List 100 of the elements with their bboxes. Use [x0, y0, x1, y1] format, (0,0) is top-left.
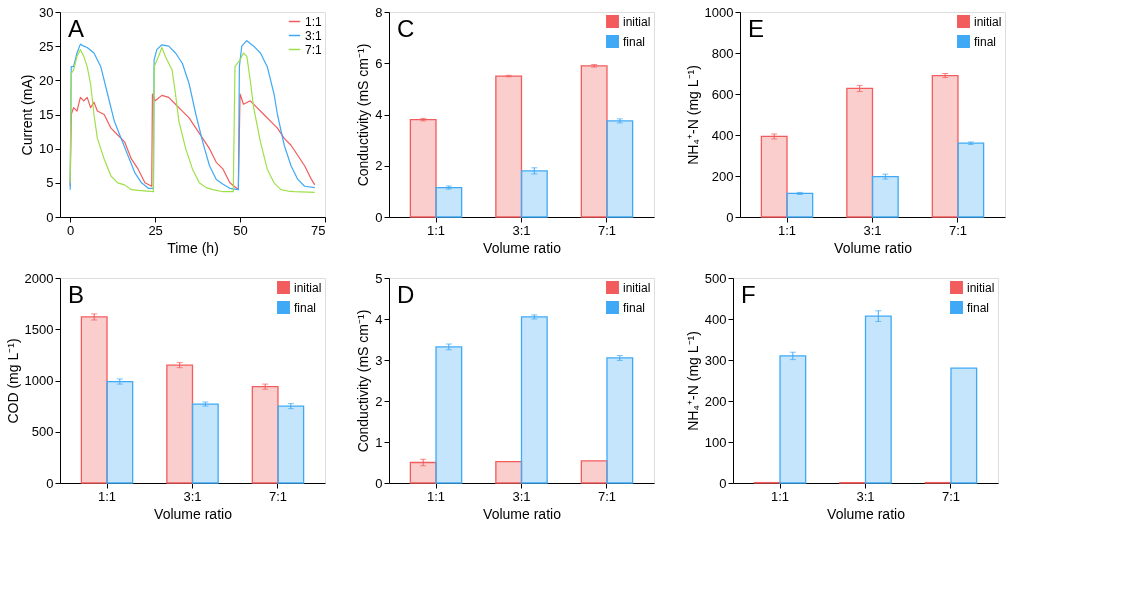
bar [871, 175, 899, 218]
legend-label: final [623, 34, 646, 49]
bar [520, 316, 548, 484]
x-tick-label: 3:1 [856, 488, 875, 504]
x-axis-title: Volume ratio [483, 239, 562, 256]
y-tick-label: 500 [704, 270, 727, 286]
chart-title: D [397, 281, 415, 308]
y-tick-label: 800 [711, 45, 734, 61]
y-tick-label: 20 [39, 72, 54, 88]
x-axis-title: Volume ratio [154, 505, 233, 522]
y-tick-label: 2 [375, 393, 383, 409]
bar [191, 403, 219, 484]
x-axis-title: Volume ratio [483, 505, 562, 522]
y-tick-label: 6 [375, 55, 383, 71]
bar [580, 65, 608, 218]
legend-label: final [967, 300, 990, 315]
y-axis-title: Conductivity (mS cm⁻¹) [355, 309, 372, 453]
y-tick-label: 5 [46, 175, 54, 191]
chart-title: E [748, 15, 765, 42]
x-tick-label: 7:1 [268, 488, 288, 504]
y-axis-title: NH₄⁺-N (mg L⁻¹) [684, 331, 701, 431]
x-tick-label: 1:1 [770, 488, 790, 504]
y-tick-label: 1000 [24, 373, 54, 388]
y-tick-label: 10 [39, 141, 54, 157]
y-tick-label: 2 [375, 158, 383, 174]
legend-label: initial [623, 280, 651, 295]
x-tick-label: 75 [311, 222, 326, 238]
bar [864, 315, 892, 484]
bar [760, 135, 788, 218]
x-tick-label: 25 [148, 222, 163, 238]
x-tick-label: 7:1 [948, 222, 968, 238]
legend-label: final [294, 300, 317, 315]
y-tick-label: 1000 [704, 4, 734, 20]
y-tick-label: 100 [704, 434, 727, 450]
x-tick-label: 3:1 [512, 222, 531, 238]
bar [409, 118, 437, 218]
x-axis-title: Volume ratio [827, 505, 906, 522]
y-tick-label: 2000 [24, 270, 54, 286]
y-tick-label: 300 [704, 352, 727, 368]
y-tick-label: 0 [719, 475, 727, 491]
y-axis-title: Current (mA) [19, 74, 36, 156]
y-tick-label: 1500 [24, 321, 54, 337]
bar [435, 186, 463, 218]
legend-label: 1:1 [305, 14, 323, 29]
y-tick-label: 25 [39, 38, 54, 54]
x-tick-label: 1:1 [97, 488, 117, 504]
bar [786, 192, 814, 218]
legend-label: initial [967, 280, 995, 295]
y-tick-label: 200 [711, 168, 734, 184]
y-tick-label: 0 [46, 475, 54, 491]
bar [580, 460, 608, 484]
bar [606, 357, 634, 484]
x-axis-title: Volume ratio [834, 239, 913, 256]
legend-label: initial [623, 14, 651, 29]
y-tick-label: 3 [375, 352, 383, 368]
x-tick-label: 3:1 [863, 222, 882, 238]
x-tick-label: 1:1 [426, 488, 446, 504]
y-tick-label: 4 [375, 311, 383, 327]
x-tick-label: 0 [67, 222, 75, 238]
chart-title: F [741, 281, 756, 308]
y-tick-label: 200 [704, 393, 727, 409]
y-tick-label: 15 [39, 107, 54, 122]
y-tick-label: 0 [46, 209, 54, 225]
x-tick-label: 3:1 [512, 488, 531, 504]
y-tick-label: 600 [711, 86, 734, 102]
x-tick-label: 7:1 [597, 488, 617, 504]
y-tick-label: 0 [726, 209, 734, 225]
x-axis-title: Time (h) [167, 239, 219, 256]
y-tick-label: 4 [375, 107, 383, 122]
bar [931, 74, 959, 218]
bar [277, 405, 305, 484]
chart-title: C [397, 15, 415, 42]
y-tick-label: 8 [375, 4, 383, 20]
x-tick-label: 1:1 [426, 222, 446, 238]
bar [166, 364, 194, 484]
y-tick-label: 0 [375, 475, 383, 491]
chart-title: B [68, 281, 85, 308]
legend-label: final [623, 300, 646, 315]
y-axis-title: COD (mg L⁻¹) [4, 338, 21, 424]
x-tick-label: 3:1 [183, 488, 202, 504]
legend-label: initial [294, 280, 322, 295]
y-axis-title: Conductivity (mS cm⁻¹) [355, 43, 372, 187]
y-axis-title: NH₄⁺-N (mg L⁻¹) [684, 65, 701, 165]
y-tick-label: 30 [39, 4, 54, 20]
y-tick-label: 400 [704, 311, 727, 327]
bar [106, 380, 134, 484]
bar [957, 142, 985, 218]
y-tick-label: 400 [711, 127, 734, 143]
y-tick-label: 1 [375, 434, 383, 450]
x-tick-label: 1:1 [777, 222, 797, 238]
x-tick-label: 7:1 [597, 222, 617, 238]
legend-label: final [974, 34, 997, 49]
x-tick-label: 7:1 [941, 488, 961, 504]
bar [950, 367, 978, 484]
chart-title: A [68, 15, 85, 42]
legend-label: 7:1 [305, 42, 323, 57]
x-tick-label: 50 [233, 222, 248, 238]
bar [495, 75, 523, 218]
bar [606, 120, 634, 218]
y-tick-label: 500 [31, 424, 54, 440]
